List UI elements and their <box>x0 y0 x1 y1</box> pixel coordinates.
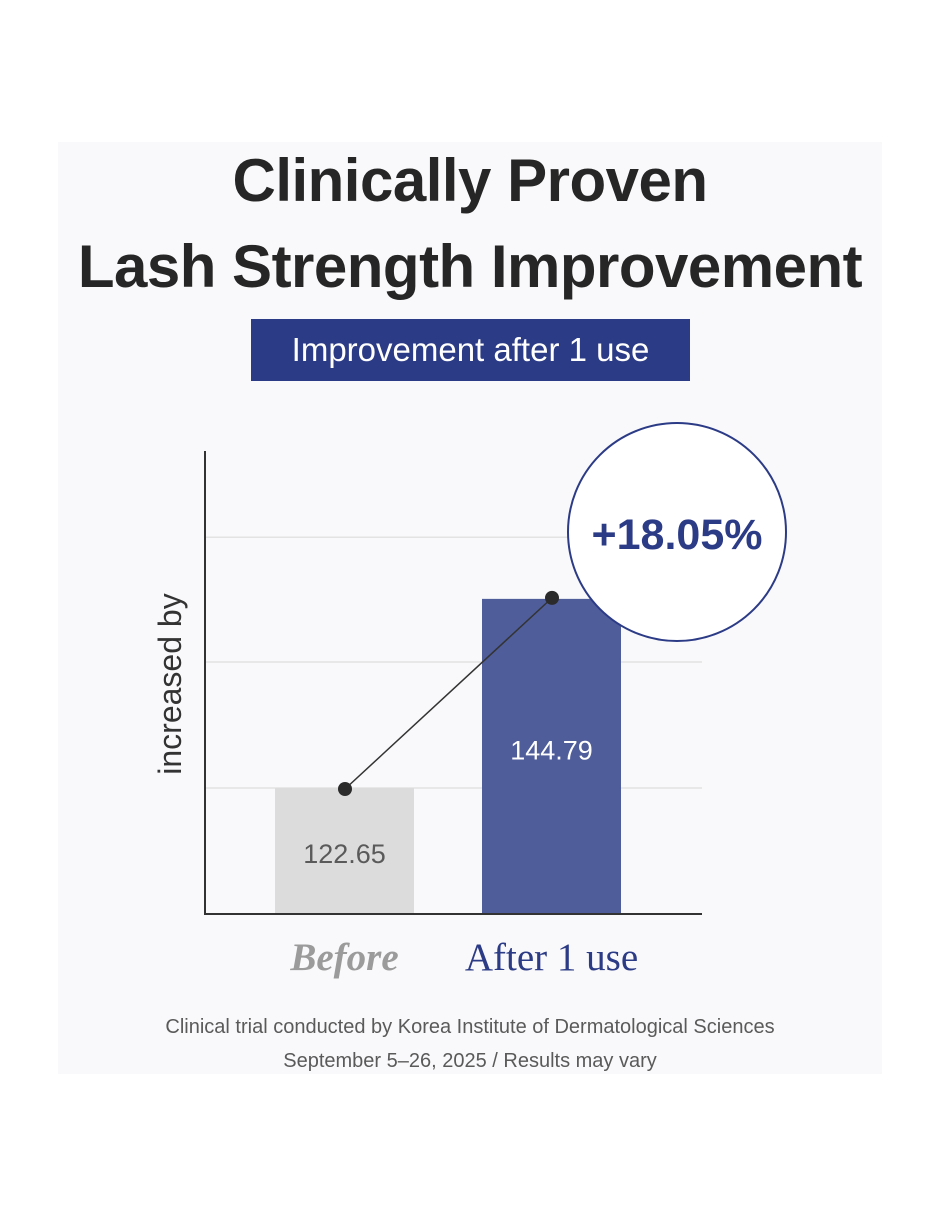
bar-after <box>482 598 621 914</box>
title-line-2: Lash Strength Improvement <box>77 233 863 300</box>
subtitle-badge: Improvement after 1 use <box>251 319 690 381</box>
annotation-bubble <box>567 422 787 642</box>
value-label-before: 122.65 <box>303 839 386 869</box>
value-label-after: 144.79 <box>510 735 593 765</box>
point-after <box>545 590 559 605</box>
bar-before <box>275 787 414 914</box>
connector-line <box>344 597 553 790</box>
category-label-before: Before <box>289 936 398 979</box>
page-title: Clinically Proven Lash Strength Improvem… <box>0 138 940 310</box>
footnote-source: Clinical trial conducted by Korea Instit… <box>165 1016 775 1038</box>
footnote-disclaimer: September 5–26, 2025 / Results may vary <box>283 1050 657 1072</box>
title-line-1: Clinically Proven <box>232 147 708 214</box>
y-axis-label: increased by <box>152 593 188 774</box>
annotation-percent: +18.05% <box>592 511 763 559</box>
category-label-after: After 1 use <box>465 936 638 979</box>
point-before <box>338 781 352 796</box>
